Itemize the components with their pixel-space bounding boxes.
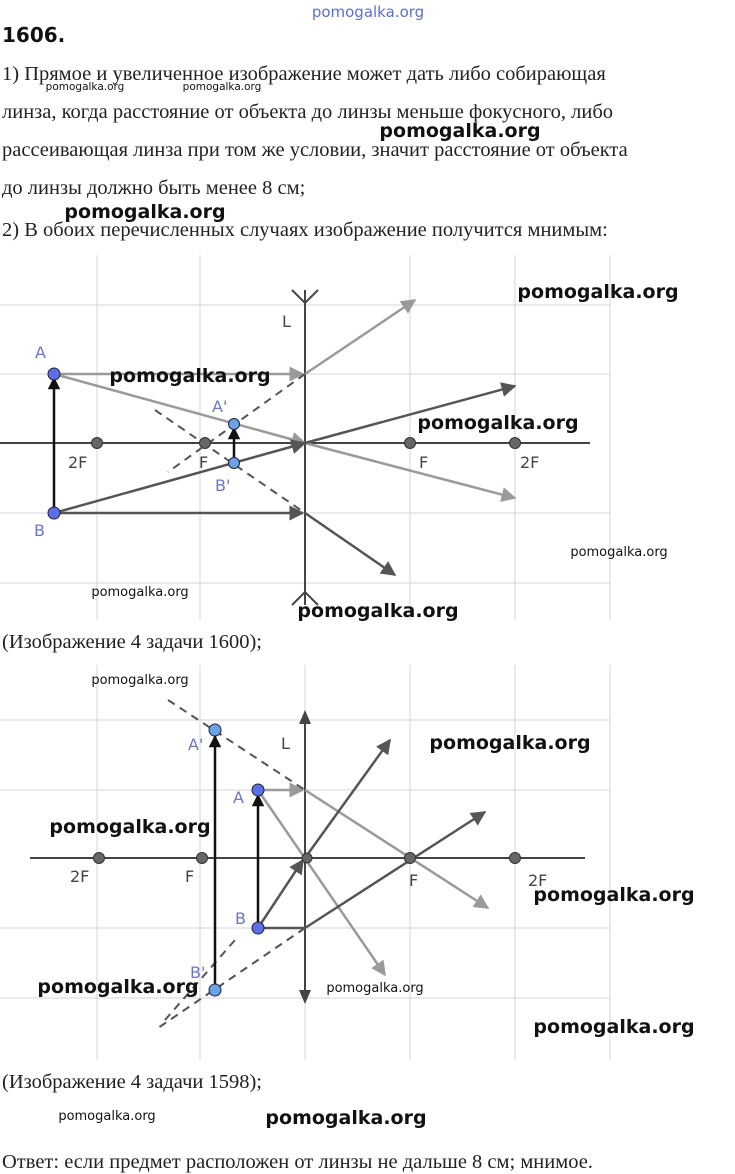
watermark: pomogalka.org: [91, 585, 188, 600]
watermark: pomogalka.org: [533, 884, 694, 906]
watermarks: pomogalka.org pomogalka.org pomogalka.or…: [37, 3, 694, 1129]
watermark: pomogalka.org: [91, 673, 188, 688]
diagram-line: [53, 372, 307, 447]
point-label: A: [233, 788, 244, 807]
answer: Ответ: если предмет расположен от линзы …: [2, 1151, 593, 1173]
point-label: B: [235, 909, 246, 928]
point-label: B': [190, 963, 205, 982]
watermark: pomogalka.org: [417, 412, 578, 434]
heading: 1606.: [2, 23, 65, 47]
caption: (Изображение 4 задачи 1598);: [2, 1071, 262, 1093]
point: [404, 852, 416, 864]
paragraph-line: 2) В обоих перечисленных случаях изображ…: [2, 219, 608, 241]
point: [251, 783, 265, 797]
focus-label: F: [409, 871, 418, 890]
watermark: pomogalka.org: [183, 81, 262, 93]
diagram-line: [304, 511, 397, 577]
point: [208, 983, 222, 997]
watermark: pomogalka.org: [326, 981, 423, 996]
point: [404, 437, 416, 449]
focus-label: F: [199, 453, 208, 472]
diagram-line: [256, 858, 305, 929]
focus-label: F: [185, 867, 194, 886]
diagram-line: [304, 788, 490, 910]
point: [509, 437, 521, 449]
diagram-line: [157, 927, 306, 1029]
point: [93, 852, 105, 864]
diagram-line: [304, 298, 417, 376]
diagram-line: [303, 738, 392, 859]
point-label: B: [34, 521, 45, 540]
paragraph-line: линза, когда расстояние от объекта до ли…: [2, 101, 613, 123]
focus-label: 2F: [70, 867, 89, 886]
paragraph-line: до линзы должно быть менее 8 см;: [2, 177, 305, 199]
watermark: pomogalka.org: [429, 732, 590, 754]
diagram-line: [291, 289, 319, 606]
point: [199, 437, 211, 449]
paragraph-line: 1) Прямое и увеличенное изображение може…: [2, 63, 606, 85]
watermark: pomogalka.org: [297, 600, 458, 622]
diagram-line: [304, 382, 517, 445]
point-label: A': [188, 735, 203, 754]
point-label: A': [212, 397, 227, 416]
watermark: pomogalka.org: [265, 1107, 426, 1129]
focus-label: 2F: [68, 453, 87, 472]
point: [91, 437, 103, 449]
watermark: pomogalka.org: [37, 976, 198, 998]
watermark: pomogalka.org: [570, 545, 667, 560]
figure-1: A B L 2F F F 2F A' B': [0, 255, 611, 620]
point: [196, 852, 208, 864]
watermark: pomogalka.org: [49, 816, 210, 838]
diagram-line: [256, 789, 387, 977]
point: [47, 506, 61, 520]
lens-label: L: [282, 312, 291, 331]
lens-label: L: [281, 734, 290, 753]
caption: (Изображение 4 задачи 1600);: [2, 631, 262, 653]
watermark: pomogalka.org: [109, 365, 270, 387]
watermark: pomogalka.org: [46, 81, 125, 93]
watermark: pomogalka.org: [58, 1109, 155, 1124]
watermark: pomogalka.org: [379, 120, 540, 142]
point: [509, 852, 521, 864]
watermark: pomogalka.org: [533, 1016, 694, 1038]
paragraph-line: рассеивающая линза при том же условии, з…: [2, 139, 628, 161]
diagram-line: [53, 439, 307, 515]
focus-label: 2F: [520, 453, 539, 472]
point-label: A: [35, 343, 46, 362]
figure-2: A' L A 2F F B F 2F B': [0, 665, 611, 1060]
diagram-line: [164, 939, 236, 1021]
watermark: pomogalka.org: [517, 281, 678, 303]
point: [228, 457, 240, 469]
focus-label: F: [419, 453, 428, 472]
diagram-line: [304, 810, 487, 930]
focus-label: 2F: [528, 871, 547, 890]
point: [228, 418, 240, 430]
watermark: pomogalka.org: [64, 201, 225, 223]
watermark: pomogalka.org: [312, 3, 424, 21]
diagram-line: [304, 441, 517, 502]
point: [208, 723, 222, 737]
point: [251, 921, 265, 935]
point: [301, 852, 313, 864]
point: [47, 367, 61, 381]
point-label: B': [215, 476, 230, 495]
